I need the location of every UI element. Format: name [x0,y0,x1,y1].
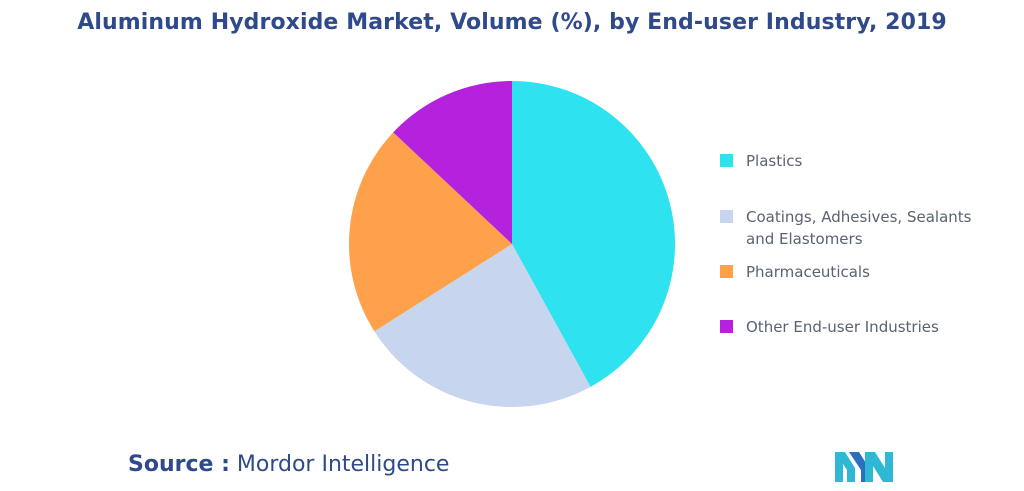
legend-label: Plastics [746,152,803,170]
legend-swatch [720,154,733,167]
source-line: Source : Mordor Intelligence [128,452,449,477]
source-value: Mordor Intelligence [236,452,450,477]
mordor-intelligence-logo-icon [835,452,893,482]
legend-item-other: Other End-user Industries [720,316,996,338]
legend-item-coatings: Coatings, Adhesives, Sealants and Elasto… [720,206,996,250]
source-key: Source : [128,452,230,477]
logo-shape-middle [849,452,869,482]
legend-label: Pharmaceuticals [746,263,870,281]
legend-swatch [720,320,733,333]
legend-label: Coatings, Adhesives, Sealants and Elasto… [746,208,972,248]
logo-shape-left [835,452,855,482]
legend-item-plastics: Plastics [720,150,996,172]
legend-swatch [720,265,733,278]
pie-slice-other-end-user-industries [393,81,512,244]
pie-slice-pharmaceuticals [348,132,512,332]
logo-shape-right [865,452,893,482]
legend-label: Other End-user Industries [746,318,939,336]
pie-slice-plastics [512,81,676,387]
legend-swatch [720,210,733,223]
chart-title: Aluminum Hydroxide Market, Volume (%), b… [77,10,947,35]
pie-slice-coatings-adhesives-sealants-and-elastomers [374,244,591,408]
legend-item-pharmaceuticals: Pharmaceuticals [720,261,996,283]
